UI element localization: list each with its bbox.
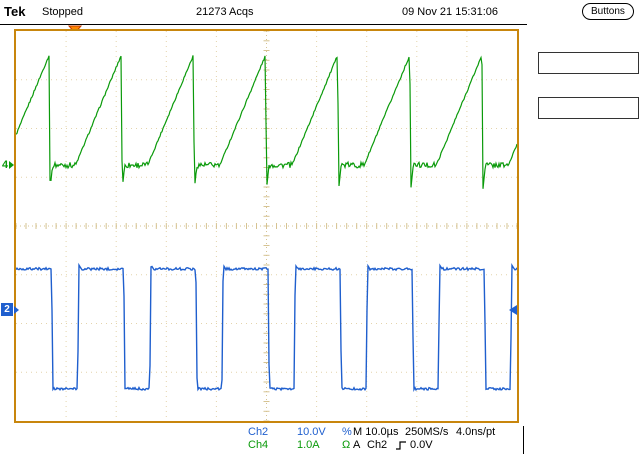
trigger-level-value: 0.0V bbox=[410, 439, 433, 451]
tek-logo: Tek bbox=[4, 4, 26, 19]
acquisition-status: Stopped bbox=[42, 6, 83, 18]
acquisition-count: 21273 Acqs bbox=[196, 6, 254, 18]
datetime-display: 09 Nov 21 15:31:06 bbox=[402, 6, 499, 18]
ch4-marker-label: 4 bbox=[2, 159, 9, 171]
waveform-display bbox=[16, 31, 517, 421]
ch2-marker-arrow-icon bbox=[14, 305, 19, 314]
buttons-button[interactable]: Buttons bbox=[582, 3, 634, 20]
rising-edge-icon bbox=[396, 441, 406, 450]
trigger-level-arrow[interactable] bbox=[509, 305, 517, 315]
menu-box-2[interactable] bbox=[538, 97, 639, 119]
ch2-readout-label: Ch2 bbox=[248, 426, 269, 438]
ch4-ground-marker[interactable]: 4 bbox=[2, 159, 15, 171]
timebase-readout: M 10.0µs bbox=[353, 426, 399, 438]
ch4-impedance-symbol: Ω bbox=[342, 439, 351, 451]
ch4-marker-arrow-icon bbox=[9, 161, 15, 169]
resolution-readout: 4.0ns/pt bbox=[456, 426, 496, 438]
ch2-coupling-symbol: % bbox=[342, 426, 352, 438]
ch4-scale-value: 1.0A bbox=[297, 439, 320, 451]
header-divider bbox=[0, 24, 527, 25]
trigger-source-label: Ch2 bbox=[367, 439, 388, 451]
ch2-scale-value: 10.0V bbox=[297, 426, 326, 438]
sample-rate-readout: 250MS/s bbox=[405, 426, 449, 438]
ch2-marker-label: 2 bbox=[1, 303, 13, 316]
ch4-readout-label: Ch4 bbox=[248, 439, 269, 451]
trigger-system-label: A bbox=[353, 439, 361, 451]
right-divider bbox=[523, 426, 524, 454]
graticule bbox=[14, 29, 519, 423]
menu-box-1[interactable] bbox=[538, 52, 639, 74]
ch2-ground-marker[interactable]: 2 bbox=[1, 303, 19, 316]
